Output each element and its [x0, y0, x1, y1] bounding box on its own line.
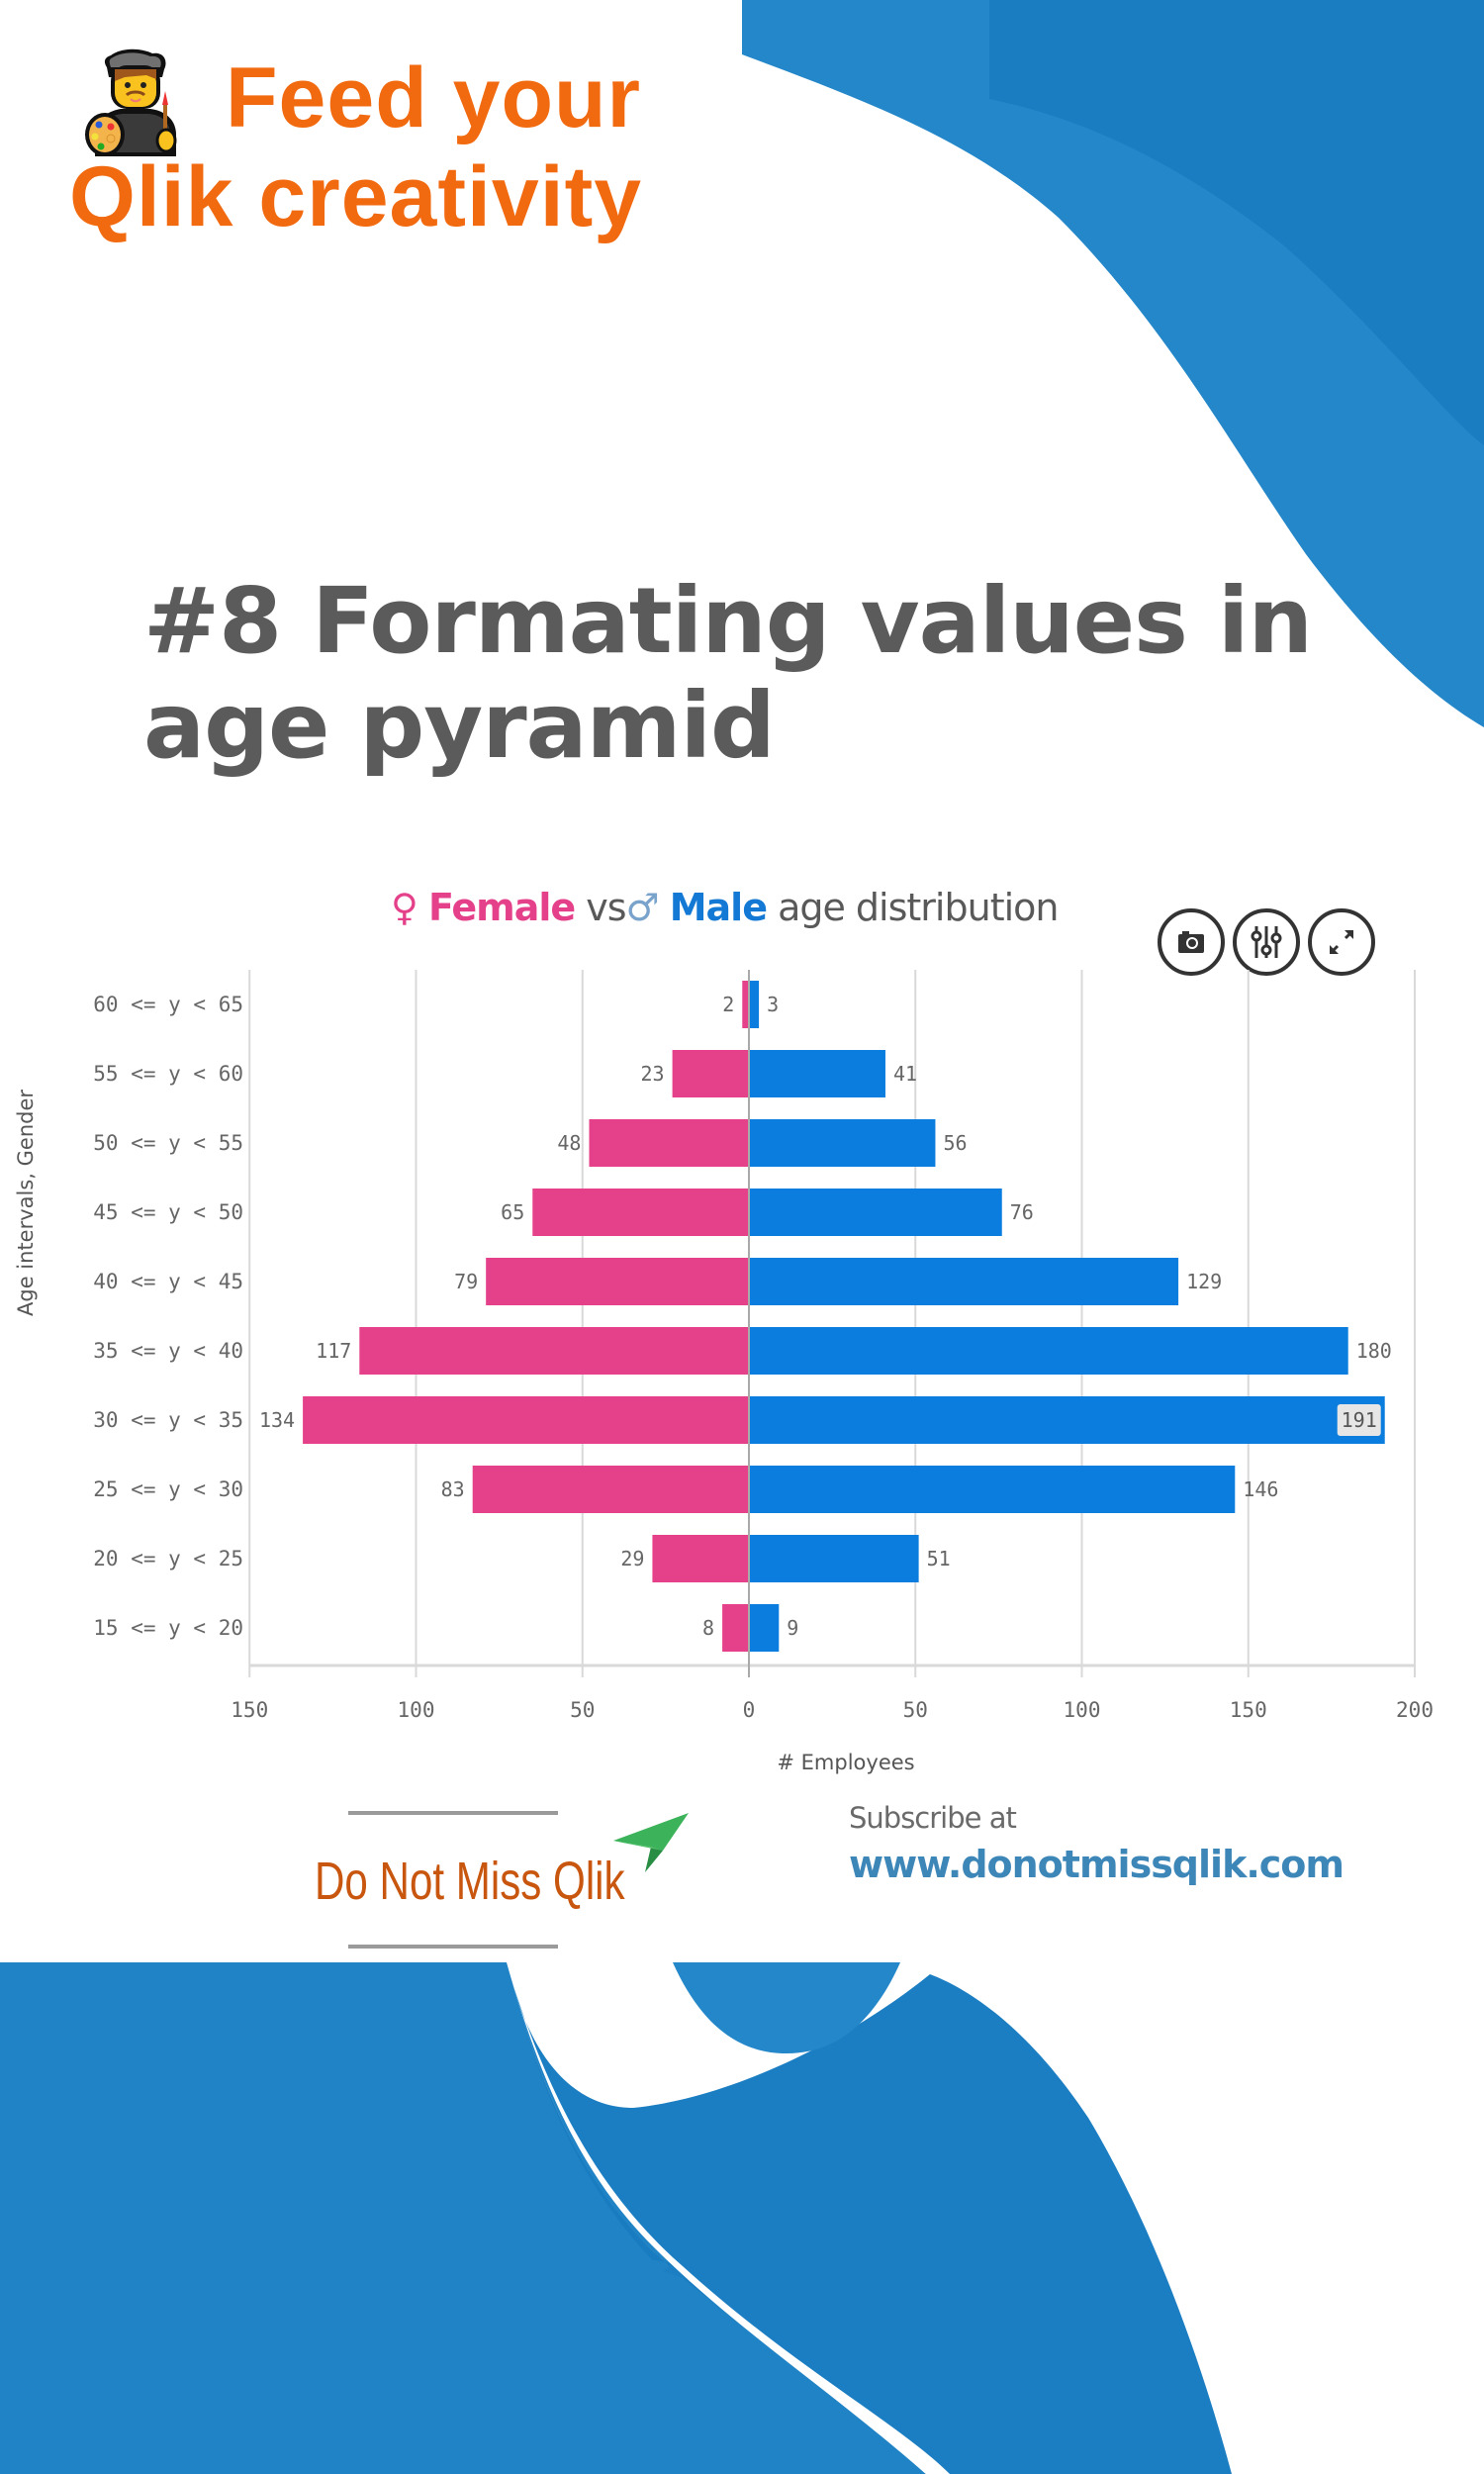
- male-bar[interactable]: [749, 1396, 1385, 1444]
- logo-rule-bottom: [348, 1945, 558, 1949]
- female-bar[interactable]: [472, 1466, 749, 1513]
- female-bar[interactable]: [589, 1119, 749, 1167]
- female-bar[interactable]: [532, 1189, 749, 1236]
- y-tick-label: 55 <= y < 60: [93, 1062, 243, 1086]
- female-bar[interactable]: [652, 1535, 749, 1582]
- male-value-label: 41: [893, 1062, 917, 1086]
- y-tick-label: 15 <= y < 20: [93, 1616, 243, 1640]
- fullscreen-button[interactable]: [1308, 908, 1375, 976]
- male-bar[interactable]: [749, 1119, 936, 1167]
- x-tick-label: 150: [1230, 1698, 1267, 1722]
- male-bar[interactable]: [749, 1050, 885, 1097]
- female-value-label: 117: [316, 1339, 351, 1363]
- top-wave-band: [989, 0, 1484, 445]
- female-value-label: 79: [454, 1270, 478, 1293]
- male-value-label: 146: [1243, 1477, 1278, 1501]
- title-line-1: #8 Formating values in: [143, 568, 1313, 674]
- female-value-label: 29: [620, 1547, 644, 1570]
- female-value-label: 48: [557, 1131, 581, 1155]
- y-tick-label: 60 <= y < 65: [93, 993, 243, 1016]
- male-value-label: 51: [927, 1547, 951, 1570]
- y-tick-label: 45 <= y < 50: [93, 1200, 243, 1224]
- expand-icon: [1329, 929, 1354, 955]
- female-bar[interactable]: [672, 1050, 749, 1097]
- female-bar[interactable]: [359, 1327, 749, 1375]
- female-bar[interactable]: [722, 1604, 749, 1652]
- female-value-label: 8: [702, 1616, 714, 1640]
- y-tick-label: 40 <= y < 45: [93, 1270, 243, 1293]
- chart-toolbar: [1158, 908, 1375, 976]
- male-bar[interactable]: [749, 1327, 1348, 1375]
- chart-title-rest: age distribution: [766, 886, 1059, 929]
- x-tick-label: 50: [903, 1698, 928, 1722]
- female-bar[interactable]: [486, 1258, 749, 1305]
- male-value-label: 76: [1010, 1200, 1034, 1224]
- snapshot-button[interactable]: [1158, 908, 1225, 976]
- female-value-label: 83: [441, 1477, 465, 1501]
- age-pyramid-chart: 150 100 50 0 50 100 150 200 # Employees 60 <= y <…: [93, 970, 1434, 1774]
- female-bar[interactable]: [303, 1396, 749, 1444]
- chart-title-female: Female: [427, 886, 576, 929]
- x-axis-title: # Employees: [777, 1751, 914, 1774]
- x-tick-label: 50: [570, 1698, 595, 1722]
- male-value-label: 9: [787, 1616, 798, 1640]
- male-bar[interactable]: [749, 1604, 780, 1652]
- chart-title-vs: vs: [575, 886, 626, 929]
- male-value-label: 3: [767, 993, 779, 1016]
- half-circle-top: [673, 1962, 900, 2053]
- bottom-s-visible: [0, 1962, 923, 2474]
- female-bar[interactable]: [742, 981, 749, 1028]
- chart-title: ♀ Female vs♂ Male age distribution: [391, 886, 1059, 929]
- brand-line-2: Qlik creativity: [69, 149, 643, 244]
- male-value-label: 56: [943, 1131, 967, 1155]
- male-value-label: 191: [1342, 1408, 1377, 1432]
- y-tick-label: 50 <= y < 55: [93, 1131, 243, 1155]
- y-tick-label: 20 <= y < 25: [93, 1547, 243, 1570]
- x-tick-label: 0: [743, 1698, 756, 1722]
- male-bar[interactable]: [749, 1189, 1002, 1236]
- page-title: #8 Formating values in age pyramid: [143, 568, 1313, 779]
- title-line-2: age pyramid: [143, 673, 776, 779]
- male-bar[interactable]: [749, 1535, 919, 1582]
- value-label-highlight: [1337, 1404, 1381, 1436]
- female-value-label: 65: [501, 1200, 524, 1224]
- x-tick-label: 100: [398, 1698, 435, 1722]
- footer-logo[interactable]: Do Not Miss Qlik: [315, 1811, 710, 1950]
- brand-line-1: Feed your: [226, 50, 641, 145]
- bottom-wave-right-lobe: [514, 1974, 1232, 2474]
- adjust-button[interactable]: [1233, 908, 1300, 976]
- logo-text: Do Not Miss Qlik: [315, 1852, 625, 1911]
- subscribe-label: Subscribe at: [849, 1801, 1017, 1835]
- artist-icon: [85, 48, 177, 156]
- chart-title-male: Male: [669, 886, 768, 929]
- camera-icon: [1178, 931, 1204, 953]
- subscribe-link[interactable]: www.donotmissqlik.com: [849, 1843, 1345, 1886]
- y-tick-label: 25 <= y < 30: [93, 1477, 243, 1501]
- male-bar[interactable]: [749, 1466, 1236, 1513]
- male-bar[interactable]: [749, 981, 760, 1028]
- x-tick-label: 100: [1064, 1698, 1101, 1722]
- female-value-label: 2: [722, 993, 734, 1016]
- content-card: [0, 1910, 1484, 1962]
- logo-rule-top: [348, 1811, 558, 1815]
- male-bar[interactable]: [749, 1258, 1179, 1305]
- male-symbol-icon: ♂: [625, 886, 660, 929]
- male-value-label: 180: [1356, 1339, 1392, 1363]
- male-value-label: 129: [1186, 1270, 1222, 1293]
- female-value-label: 23: [641, 1062, 665, 1086]
- x-tick-label: 200: [1396, 1698, 1434, 1722]
- y-tick-label: 35 <= y < 40: [93, 1339, 243, 1363]
- sliders-icon: [1251, 926, 1282, 958]
- y-tick-label: 30 <= y < 35: [93, 1408, 243, 1432]
- female-symbol-icon: ♀: [391, 886, 418, 929]
- paper-plane-icon: [613, 1813, 689, 1872]
- x-tick-label: 150: [231, 1698, 268, 1722]
- female-value-label: 134: [259, 1408, 295, 1432]
